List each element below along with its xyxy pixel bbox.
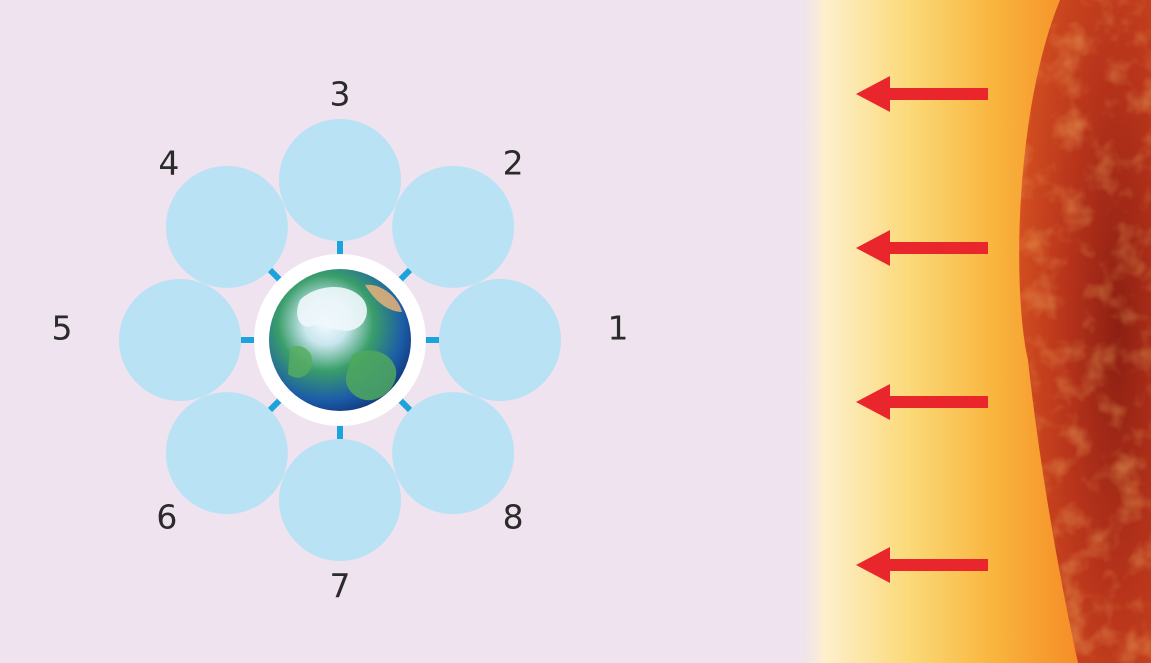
earth-globe-icon: [269, 269, 411, 411]
orbit-position-7: [279, 439, 401, 561]
position-label-6: 6: [156, 498, 177, 537]
orbit-position-4: [165, 165, 288, 288]
orbit-position-6: [165, 392, 288, 515]
orbit-position-5: [119, 279, 241, 401]
orbit-positions: [119, 119, 561, 561]
arrow-left-icon-4: [856, 547, 988, 583]
position-label-8: 8: [503, 498, 524, 537]
position-label-5: 5: [52, 309, 73, 348]
arrow-left-icon-2: [856, 230, 988, 266]
orbit-position-3: [279, 119, 401, 241]
position-label-3: 3: [330, 75, 351, 114]
sun-surface-icon: [1019, 0, 1151, 663]
arrow-left-icon-1: [856, 76, 988, 112]
position-labels: 1 2 3 4 5 6 7 8: [52, 75, 629, 606]
position-label-4: 4: [158, 143, 179, 182]
arrow-left-icon-3: [856, 384, 988, 420]
position-label-2: 2: [503, 143, 524, 182]
earth-with-halo: [254, 254, 426, 426]
sunlight-arrows: [856, 76, 988, 583]
orbit-position-1: [439, 279, 561, 401]
position-label-7: 7: [330, 567, 351, 606]
position-label-1: 1: [608, 309, 629, 348]
orbit-position-2: [392, 165, 515, 288]
orbit-position-8: [392, 392, 515, 515]
